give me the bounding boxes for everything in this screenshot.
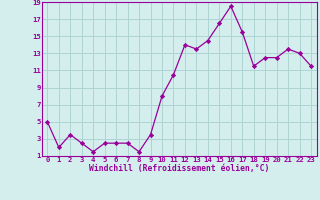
X-axis label: Windchill (Refroidissement éolien,°C): Windchill (Refroidissement éolien,°C) xyxy=(89,164,269,173)
